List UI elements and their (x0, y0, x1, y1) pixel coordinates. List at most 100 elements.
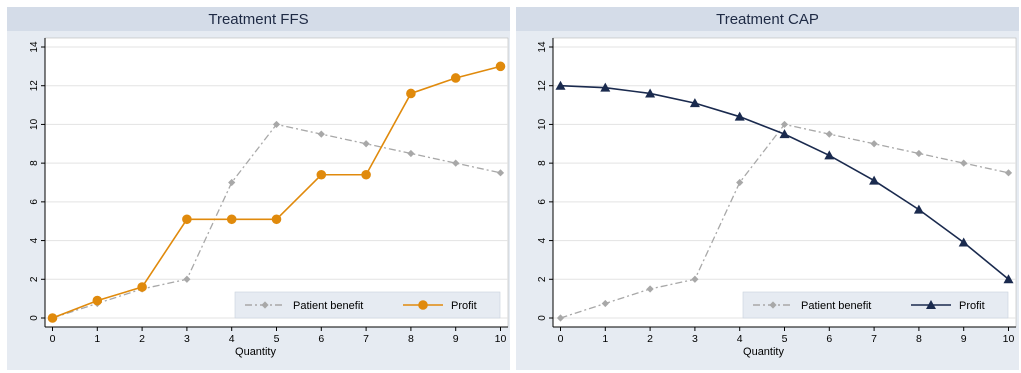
data-point (556, 314, 565, 322)
data-point (452, 159, 460, 167)
x-tick-label: 5 (274, 333, 280, 345)
data-point (407, 149, 415, 158)
y-tick-label: 4 (29, 237, 40, 243)
y-tick-label: 2 (537, 276, 548, 282)
data-point (870, 140, 878, 148)
data-point (226, 214, 237, 225)
chart-title: Treatment CAP (716, 11, 819, 28)
x-tick-label: 0 (558, 333, 564, 345)
data-point (496, 169, 505, 177)
data-point (869, 175, 880, 185)
data-point (958, 237, 969, 247)
data-point (824, 150, 835, 160)
legend: Patient benefit Profit (234, 291, 501, 319)
data-point (361, 169, 371, 180)
x-tick-label: 3 (184, 333, 190, 345)
y-tick-label: 14 (29, 41, 40, 53)
x-axis-label: Quantity (235, 346, 276, 358)
data-point (228, 178, 236, 187)
legend: Patient benefit Profit (742, 291, 1009, 319)
y-tick-label: 0 (29, 315, 40, 321)
x-tick-label: 8 (916, 333, 922, 345)
data-point (601, 299, 609, 308)
data-point (825, 130, 833, 138)
legend-label: Profit (451, 300, 477, 312)
x-axis-label: Quantity (743, 346, 784, 358)
x-tick-label: 7 (871, 333, 877, 345)
data-point (1003, 274, 1014, 284)
legend-marker (926, 300, 936, 309)
x-tick-label: 1 (602, 333, 608, 345)
x-tick-label: 4 (229, 333, 235, 345)
x-tick-label: 10 (495, 333, 507, 345)
data-point (495, 61, 506, 72)
data-point (736, 178, 744, 187)
data-point (182, 214, 192, 225)
data-point (960, 159, 968, 167)
data-point (362, 140, 370, 148)
plot-area (552, 37, 1017, 328)
x-tick-label: 4 (737, 333, 743, 345)
x-tick-label: 7 (363, 333, 369, 345)
data-point (691, 275, 699, 283)
legend-marker (418, 300, 428, 310)
y-tick-label: 8 (29, 160, 40, 166)
y-tick-label: 14 (537, 41, 548, 53)
y-tick-label: 4 (537, 237, 548, 243)
x-tick-label: 0 (50, 333, 56, 345)
data-point (645, 88, 656, 98)
data-point (555, 80, 566, 90)
data-point (183, 275, 191, 283)
data-point (779, 129, 790, 139)
x-tick-label: 6 (318, 333, 324, 345)
data-point (316, 169, 327, 180)
legend-label: Profit (959, 300, 985, 312)
title-bar (7, 7, 510, 31)
y-tick-label: 10 (29, 118, 40, 130)
plot-area (44, 37, 509, 328)
data-point (780, 120, 789, 129)
legend-label: Patient benefit (801, 300, 871, 312)
y-tick-label: 10 (537, 118, 548, 130)
title-bar (516, 7, 1019, 31)
data-point (915, 149, 923, 158)
x-tick-label: 8 (408, 333, 414, 345)
y-tick-label: 6 (29, 199, 40, 205)
y-tick-label: 8 (537, 160, 548, 166)
y-tick-label: 12 (537, 80, 548, 92)
data-point (92, 295, 103, 306)
y-tick-label: 2 (29, 276, 40, 282)
data-point (600, 82, 611, 92)
data-point (47, 313, 58, 323)
data-point (406, 88, 416, 99)
x-tick-label: 10 (1003, 333, 1015, 345)
data-point (272, 120, 281, 129)
x-tick-label: 3 (692, 333, 698, 345)
data-point (689, 98, 700, 108)
data-point (450, 73, 461, 83)
legend-marker (769, 301, 777, 309)
y-tick-label: 6 (537, 199, 548, 205)
x-tick-label: 5 (782, 333, 788, 345)
x-tick-label: 1 (94, 333, 100, 345)
x-tick-label: 9 (961, 333, 967, 345)
y-tick-label: 0 (537, 315, 548, 321)
legend-label: Patient benefit (293, 300, 363, 312)
data-point (271, 214, 282, 225)
data-point (1004, 169, 1013, 177)
data-point (913, 204, 924, 214)
x-tick-label: 2 (139, 333, 145, 345)
x-tick-label: 6 (826, 333, 832, 345)
x-tick-label: 9 (453, 333, 459, 345)
legend-marker (261, 301, 269, 309)
data-point (734, 111, 745, 121)
x-tick-label: 2 (647, 333, 653, 345)
chart-title: Treatment FFS (208, 11, 308, 28)
data-point (137, 282, 147, 292)
data-point (646, 285, 654, 293)
y-tick-label: 12 (29, 80, 40, 92)
data-point (317, 130, 325, 138)
